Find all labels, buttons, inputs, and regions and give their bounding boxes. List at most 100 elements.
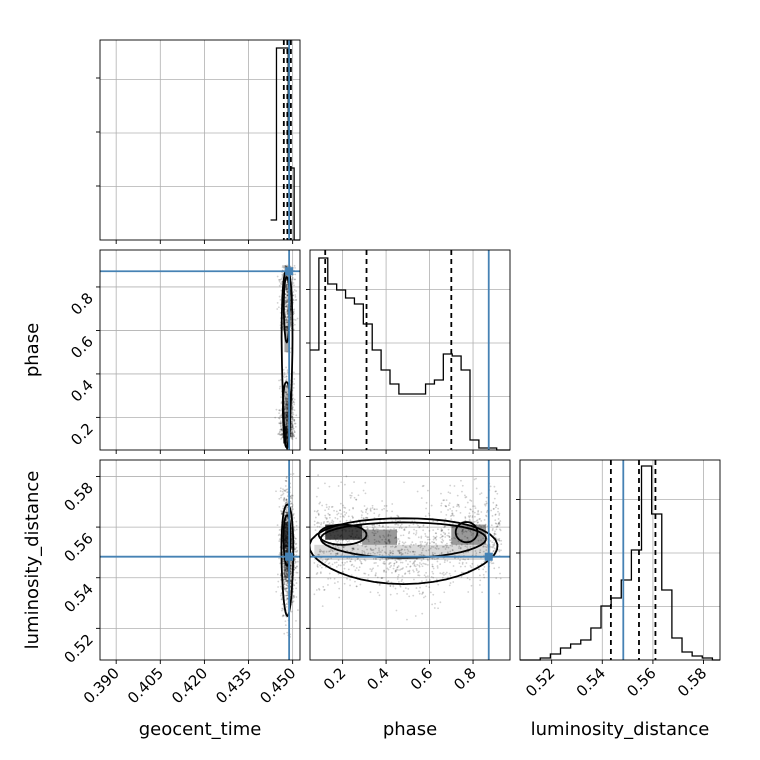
sample-point <box>289 567 292 570</box>
sample-point <box>279 425 282 428</box>
sample-point <box>328 550 330 553</box>
sample-point <box>283 566 286 569</box>
sample-point <box>397 524 400 526</box>
sample-point <box>292 294 295 297</box>
sample-point <box>495 525 498 528</box>
sample-point <box>284 576 287 578</box>
sample-point <box>494 519 497 522</box>
sample-point <box>282 505 285 508</box>
sample-point <box>286 488 289 491</box>
sample-point <box>295 619 297 622</box>
sample-point <box>286 404 289 407</box>
sample-point <box>375 540 378 543</box>
sample-point <box>279 433 281 436</box>
sample-point <box>496 492 499 495</box>
sample-point <box>447 535 450 537</box>
sample-point <box>397 550 400 553</box>
sample-point <box>496 525 499 527</box>
sample-point <box>410 543 413 546</box>
sample-point <box>409 565 412 568</box>
sample-point <box>498 514 501 516</box>
sample-point <box>286 294 289 297</box>
sample-point <box>285 411 288 414</box>
sample-point <box>363 572 366 575</box>
sample-point <box>364 572 367 575</box>
sample-point <box>422 529 425 532</box>
sample-point <box>285 398 288 401</box>
sample-point <box>459 546 462 549</box>
sample-point <box>389 541 391 544</box>
sample-point <box>286 308 289 311</box>
sample-point <box>426 536 429 539</box>
sample-point <box>355 498 357 501</box>
sample-point <box>341 570 344 573</box>
panel-frame <box>519 459 721 661</box>
sample-point <box>406 618 408 621</box>
panel-geocent-time-hist <box>100 40 300 241</box>
sample-point <box>285 397 287 400</box>
sample-point <box>296 560 299 563</box>
sample-point <box>399 525 402 527</box>
sample-point <box>427 549 430 551</box>
sample-point <box>279 298 282 301</box>
sample-point <box>353 481 355 483</box>
sample-point <box>427 489 429 492</box>
sample-point <box>373 562 376 564</box>
sample-point <box>369 547 372 550</box>
sample-point <box>284 574 287 577</box>
sample-point <box>383 551 386 553</box>
sample-point <box>294 560 297 563</box>
sample-point <box>286 548 289 550</box>
sample-point <box>404 587 407 590</box>
sample-point <box>286 326 289 329</box>
sample-point <box>395 560 398 563</box>
sample-point <box>467 539 470 542</box>
x-tick-label-geocent_time: 0.435 <box>212 664 255 707</box>
sample-point <box>376 530 379 533</box>
sample-point <box>325 506 328 509</box>
sample-point <box>283 490 286 492</box>
sample-point <box>285 325 288 328</box>
sample-point <box>420 563 423 566</box>
sample-point <box>457 504 460 506</box>
sample-point <box>385 558 388 561</box>
sample-point <box>285 283 288 286</box>
sample-point <box>401 553 404 555</box>
sample-point <box>477 534 480 537</box>
sample-point <box>352 547 354 550</box>
sample-point <box>289 575 292 577</box>
sample-point <box>378 584 381 586</box>
sample-point <box>285 326 288 328</box>
sample-point <box>383 570 385 573</box>
sample-point <box>286 420 288 423</box>
sample-point <box>472 532 474 535</box>
sample-point <box>391 545 394 548</box>
sample-point <box>286 422 289 425</box>
sample-point <box>285 289 288 291</box>
panel-distance-hist <box>520 460 720 661</box>
sample-point <box>426 541 429 544</box>
sample-point <box>366 553 369 556</box>
sample-point <box>284 570 287 573</box>
sample-point <box>344 513 346 516</box>
sample-point <box>285 499 288 501</box>
sample-point <box>431 540 434 543</box>
sample-point <box>283 572 285 575</box>
sample-point <box>401 561 404 564</box>
sample-point <box>395 536 397 539</box>
sample-point <box>412 532 415 535</box>
sample-point <box>330 521 333 524</box>
sample-point <box>477 509 480 512</box>
sample-point <box>286 500 289 503</box>
sample-point <box>405 559 407 562</box>
sample-point <box>366 526 368 528</box>
sample-point <box>357 494 360 497</box>
sample-point <box>280 598 283 601</box>
sample-point <box>378 541 381 543</box>
sample-point <box>280 422 282 425</box>
sample-point <box>286 403 289 406</box>
sample-point <box>373 541 376 544</box>
sample-point <box>359 559 361 562</box>
sample-point <box>493 533 496 536</box>
sample-point <box>291 435 294 438</box>
